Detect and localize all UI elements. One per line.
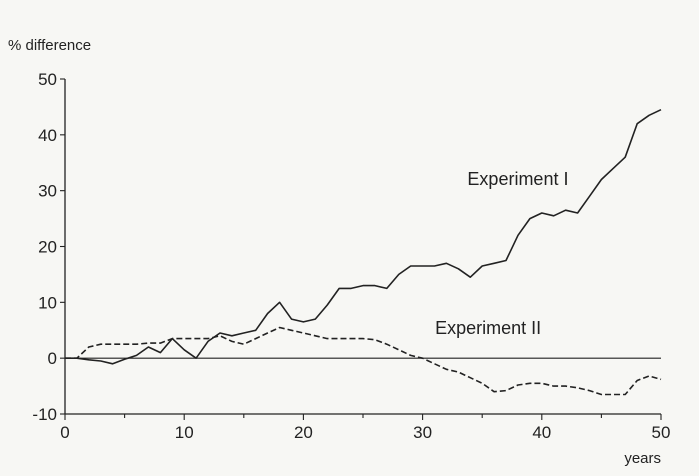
y-axis-title: % difference [8, 37, 91, 54]
y-tick-label: 10 [38, 293, 57, 312]
series-label: Experiment II [435, 318, 541, 338]
x-tick-label: 50 [652, 423, 671, 442]
x-tick-label: 0 [60, 423, 69, 442]
x-tick-label: 30 [413, 423, 432, 442]
series-label: Experiment I [467, 169, 568, 189]
y-tick-label: 30 [38, 182, 57, 201]
series-line-experiment-i [65, 108, 662, 365]
y-tick-label: 50 [38, 70, 57, 89]
x-tick-label: 40 [532, 423, 551, 442]
x-tick-label: 10 [175, 423, 194, 442]
y-tick-label: -10 [32, 405, 57, 424]
x-axis-title: years [624, 450, 661, 467]
annotations: Experiment I Experiment II [435, 169, 568, 338]
series [65, 108, 662, 396]
y-tick-label: 40 [38, 126, 57, 145]
series-line-experiment-ii [65, 326, 662, 396]
y-tick-label: 20 [38, 238, 57, 257]
axes [64, 79, 661, 415]
y-tick-label: 0 [48, 349, 57, 368]
x-tick-label: 20 [294, 423, 313, 442]
